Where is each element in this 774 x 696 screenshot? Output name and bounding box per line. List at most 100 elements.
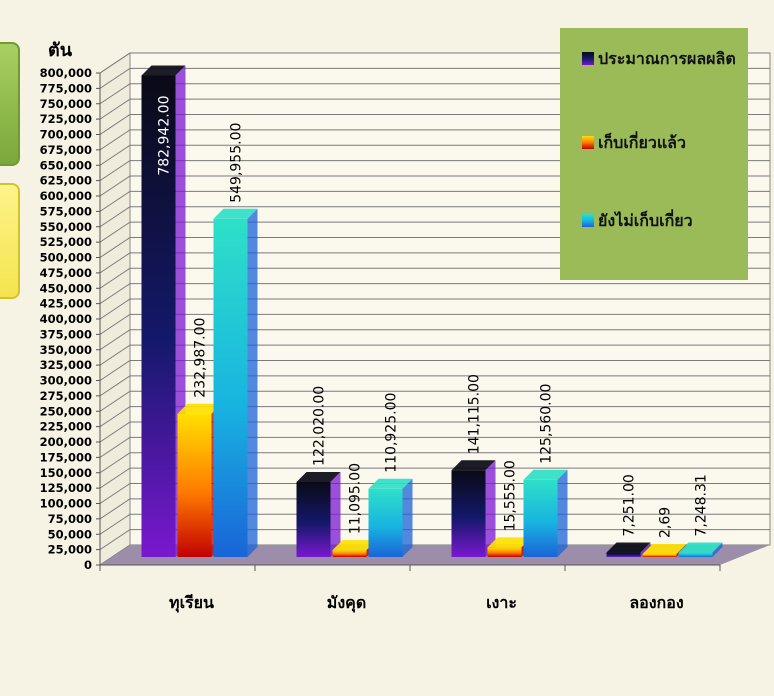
data-label: 7,251.00 [622,474,638,536]
bar [368,478,413,557]
bar-top [451,460,496,471]
legend: ประมาณการผลผลิต เก็บเกี่ยวแล้ว ยังไม่เก็… [560,28,748,280]
bar-side [402,478,413,557]
bar-front [368,488,403,557]
gridline [99,436,770,458]
gridline [99,98,770,120]
y-tick-label: 550,000 [40,220,92,234]
y-tick-label: 775,000 [40,81,92,95]
bar-front [296,481,331,557]
y-tick-label: 0 [84,558,92,572]
bars [141,65,723,558]
y-tick-label: 100,000 [40,497,92,511]
y-tick-label: 750,000 [40,97,92,111]
y-tick-label: 600,000 [40,189,92,203]
gridline [99,129,770,151]
gridline [99,175,770,197]
decorative-yellow-tab [0,183,20,299]
y-tick-label: 75,000 [48,512,92,526]
y-tick-label: 200,000 [40,435,92,449]
gridline [99,390,770,412]
data-label: 125,560.00 [539,384,555,464]
y-tick-label: 650,000 [40,158,92,172]
legend-swatch-not-harvested [582,214,594,227]
data-label: 2,69 [658,507,674,538]
bar [213,208,258,557]
bar-front [487,547,522,557]
y-tick-label: 450,000 [40,281,92,295]
bar-side [247,208,258,557]
data-label: 7,248.31 [694,474,710,536]
category-labels: ทุเรียน มังคุด เงาะ ลองกอง [169,593,684,613]
data-label: 549,955.00 [229,123,245,203]
gridline [99,344,770,366]
category-label: ลองกอง [629,593,683,612]
data-label: 11,095.00 [348,463,364,534]
y-tick-label: 475,000 [40,266,92,280]
y-tick-label: 800,000 [40,66,92,80]
gridlines [99,52,770,566]
chart-floor [100,545,770,565]
y-tick-label: 25,000 [48,543,92,557]
bar-front [678,552,713,557]
gridline [99,313,770,335]
gridline [99,160,770,182]
gridline [99,298,770,320]
bar [678,542,723,557]
bar-front [642,554,677,557]
y-tick-label: 250,000 [40,404,92,418]
y-tick-label: 150,000 [40,466,92,480]
gridline [99,467,770,489]
gridline [99,237,770,258]
gridline [99,375,770,397]
gridline [99,252,770,274]
bar-front [213,218,248,557]
bar-top [523,469,568,480]
bar [296,471,341,557]
y-tick-label: 575,000 [40,204,92,218]
bar-top [487,537,532,548]
y-tick-label: 225,000 [40,420,92,434]
gridline [99,283,770,305]
bar-front [141,75,176,558]
category-label: มังคุด [327,593,366,613]
bar-side [485,460,496,557]
y-tick-label: 725,000 [40,112,92,126]
gridline [99,267,770,289]
bar [523,469,568,557]
data-label: 110,925.00 [384,393,400,473]
bar-side [330,471,341,557]
y-tick-label: 525,000 [40,235,92,249]
y-tick-label: 625,000 [40,174,92,188]
data-label: 15,555.00 [503,460,519,531]
y-tick-label: 700,000 [40,128,92,142]
legend-item-not-harvested: ยังไม่เก็บเกี่ยว [582,206,742,236]
legend-swatch-harvested [582,136,594,149]
y-tick-label: 275,000 [40,389,92,403]
bar-front [451,470,486,557]
legend-label-harvested: เก็บเกี่ยวแล้ว [598,133,686,152]
y-tick-label: 675,000 [40,143,92,157]
bar-top [678,542,723,553]
bar-side [712,542,723,557]
legend-item-estimate: ประมาณการผลผลิต [582,44,742,74]
data-label: 232,987.00 [193,318,209,398]
bar-side [640,542,651,557]
data-label: 141,115.00 [467,374,483,454]
bar-front [332,550,367,557]
y-tick-label: 325,000 [40,358,92,372]
bar-side [557,469,568,557]
gridline [99,190,770,212]
data-labels: 782,942.00 232,987.00 549,955.00 122,020.00… [157,95,710,538]
data-label: 782,942.00 [157,95,173,175]
gridline [99,114,770,135]
y-tick-label: 375,000 [40,327,92,341]
bar-front [177,413,212,557]
floor [100,545,770,565]
bar-front [606,552,641,557]
category-label: ทุเรียน [169,593,214,613]
legend-label-estimate: ประมาณการผลผลิต [598,49,736,68]
y-tick-label: 350,000 [40,343,92,357]
gridline [99,452,770,474]
y-tick-label: 500,000 [40,251,92,265]
